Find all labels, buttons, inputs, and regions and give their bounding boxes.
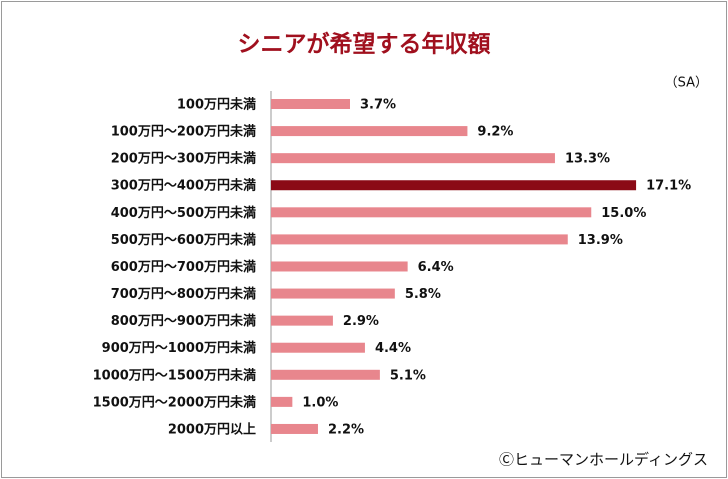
bar [271, 207, 592, 218]
value-label: 4.4% [375, 341, 411, 356]
value-label: 2.2% [328, 422, 364, 437]
bar [271, 126, 468, 137]
category-label: 300万円～400万円未満 [111, 178, 256, 194]
category-label: 900万円～1000万円未満 [102, 340, 256, 356]
bar [271, 234, 568, 245]
category-label: 1500万円～2000万円未満 [93, 394, 256, 410]
bar [271, 261, 408, 272]
category-label: 500万円～600万円未満 [111, 232, 256, 248]
category-label: 2000万円以上 [168, 422, 256, 437]
bar [271, 180, 637, 191]
note: （SA） [665, 76, 708, 91]
value-label: 6.4% [418, 260, 454, 275]
value-label: 3.7% [360, 98, 396, 113]
bar [271, 153, 555, 164]
bar [271, 423, 318, 434]
category-label: 400万円～500万円未満 [111, 205, 256, 221]
bar [271, 342, 365, 353]
category-label: 100万円～200万円未満 [111, 124, 256, 140]
bar [271, 288, 395, 299]
bar [271, 315, 333, 326]
value-label: 1.0% [302, 395, 338, 410]
category-label: 800万円～900万円未満 [111, 313, 256, 329]
source: Ⓒヒューマンホールディングス [499, 451, 708, 469]
value-label: 17.1% [646, 179, 691, 194]
category-label: 100万円未満 [177, 97, 256, 113]
category-label: 200万円～300万円未満 [111, 151, 256, 167]
value-label: 5.1% [390, 368, 426, 383]
chart-title: シニアが希望する年収額 [238, 31, 491, 58]
value-label: 2.9% [343, 314, 379, 329]
category-label: 700万円～800万円未満 [111, 286, 256, 302]
category-label: 600万円～700万円未満 [111, 259, 256, 275]
value-label: 15.0% [601, 206, 646, 221]
value-label: 13.9% [578, 233, 623, 248]
value-label: 13.3% [565, 152, 610, 167]
bar [271, 99, 350, 109]
bar [271, 396, 293, 407]
bar [271, 369, 380, 380]
value-label: 5.8% [405, 287, 441, 302]
value-label: 9.2% [477, 125, 513, 140]
category-label: 1000万円～1500万円未満 [93, 367, 256, 383]
